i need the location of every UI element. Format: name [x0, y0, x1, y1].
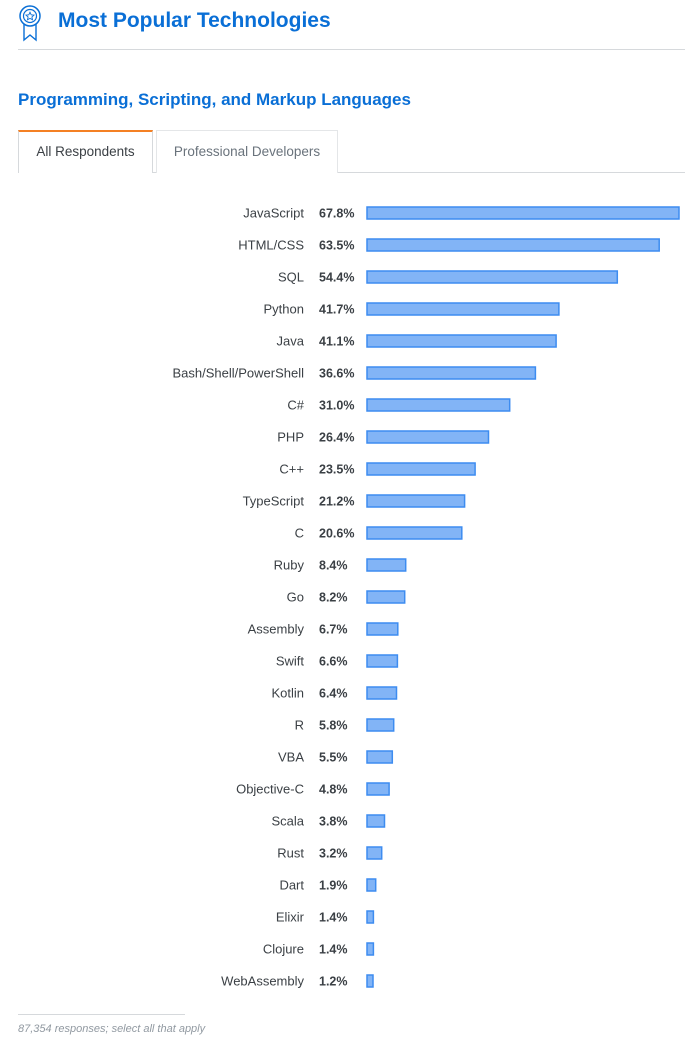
value-label: 23.5%	[319, 463, 354, 477]
value-label: 6.4%	[319, 687, 348, 701]
response-count-note: 87,354 responses; select all that apply	[18, 1023, 206, 1035]
value-label: 5.8%	[319, 719, 348, 733]
category-label: C	[295, 526, 304, 541]
award-ribbon-icon	[19, 5, 41, 42]
bar[interactable]	[366, 654, 399, 668]
value-label: 67.8%	[319, 207, 354, 221]
bar[interactable]	[366, 942, 375, 956]
value-label: 26.4%	[319, 431, 354, 445]
value-label: 4.8%	[319, 783, 348, 797]
bar[interactable]	[366, 974, 374, 988]
value-label: 20.6%	[319, 527, 354, 541]
tab-all-respondents[interactable]: All Respondents	[18, 130, 153, 173]
bar[interactable]	[366, 366, 537, 380]
bar[interactable]	[366, 686, 398, 700]
category-label: HTML/CSS	[238, 238, 304, 253]
category-label: Rust	[277, 846, 304, 861]
category-label: Assembly	[248, 622, 305, 637]
value-label: 5.5%	[319, 751, 348, 765]
footer-divider	[18, 1014, 185, 1015]
category-label: Scala	[271, 814, 304, 829]
category-label: Bash/Shell/PowerShell	[172, 366, 304, 381]
bar[interactable]	[366, 206, 680, 220]
category-label: C#	[287, 398, 304, 413]
category-label: Python	[264, 302, 304, 317]
bar[interactable]	[366, 750, 394, 764]
bar[interactable]	[366, 622, 399, 636]
value-label: 3.2%	[319, 847, 348, 861]
bar[interactable]	[366, 302, 560, 316]
value-label: 21.2%	[319, 495, 354, 509]
bar[interactable]	[366, 590, 406, 604]
bar[interactable]	[366, 462, 476, 476]
bar[interactable]	[366, 878, 377, 892]
category-label: Go	[287, 590, 304, 605]
bar[interactable]	[366, 270, 619, 284]
value-label: 1.4%	[319, 943, 348, 957]
value-label: 31.0%	[319, 399, 354, 413]
category-label: VBA	[278, 750, 304, 765]
value-label: 41.1%	[319, 335, 354, 349]
category-label: JavaScript	[243, 206, 304, 221]
bar[interactable]	[366, 558, 407, 572]
bar[interactable]	[366, 782, 390, 796]
category-label: Dart	[279, 878, 304, 893]
value-label: 1.4%	[319, 911, 348, 925]
bar[interactable]	[366, 718, 395, 732]
value-label: 41.7%	[319, 303, 354, 317]
category-label: Elixir	[276, 910, 305, 925]
bar[interactable]	[366, 238, 660, 252]
page-title: Most Popular Technologies	[58, 9, 331, 32]
category-label: C++	[279, 462, 304, 477]
value-label: 8.2%	[319, 591, 348, 605]
value-label: 1.9%	[319, 879, 348, 893]
bar[interactable]	[366, 846, 383, 860]
bar[interactable]	[366, 398, 511, 412]
category-label: Clojure	[263, 942, 304, 957]
bar[interactable]	[366, 814, 386, 828]
respondent-tabs: All Respondents Professional Developers	[18, 130, 685, 173]
value-label: 63.5%	[319, 239, 354, 253]
category-label: WebAssembly	[221, 974, 304, 989]
value-label: 8.4%	[319, 559, 348, 573]
category-label: R	[295, 718, 304, 733]
page-header: Most Popular Technologies	[18, 0, 685, 50]
value-label: 3.8%	[319, 815, 348, 829]
category-label: Swift	[276, 654, 305, 669]
value-label: 6.6%	[319, 655, 348, 669]
category-label: SQL	[278, 270, 304, 285]
bar[interactable]	[366, 910, 375, 924]
value-label: 36.6%	[319, 367, 354, 381]
category-label: PHP	[277, 430, 304, 445]
bar[interactable]	[366, 526, 463, 540]
value-label: 6.7%	[319, 623, 348, 637]
category-label: TypeScript	[243, 494, 305, 509]
category-label: Java	[277, 334, 305, 349]
value-label: 54.4%	[319, 271, 354, 285]
section-title: Programming, Scripting, and Markup Langu…	[18, 90, 411, 109]
value-label: 1.2%	[319, 975, 348, 989]
category-label: Ruby	[274, 558, 305, 573]
tab-professional-developers[interactable]: Professional Developers	[156, 130, 338, 173]
bar[interactable]	[366, 494, 466, 508]
bar[interactable]	[366, 334, 557, 348]
bar[interactable]	[366, 430, 490, 444]
bar-chart: JavaScript 67.8% HTML/CSS 63.5% SQL 54.4% Pyth…	[172, 206, 680, 989]
category-label: Kotlin	[271, 686, 304, 701]
category-label: Objective-C	[236, 782, 304, 797]
